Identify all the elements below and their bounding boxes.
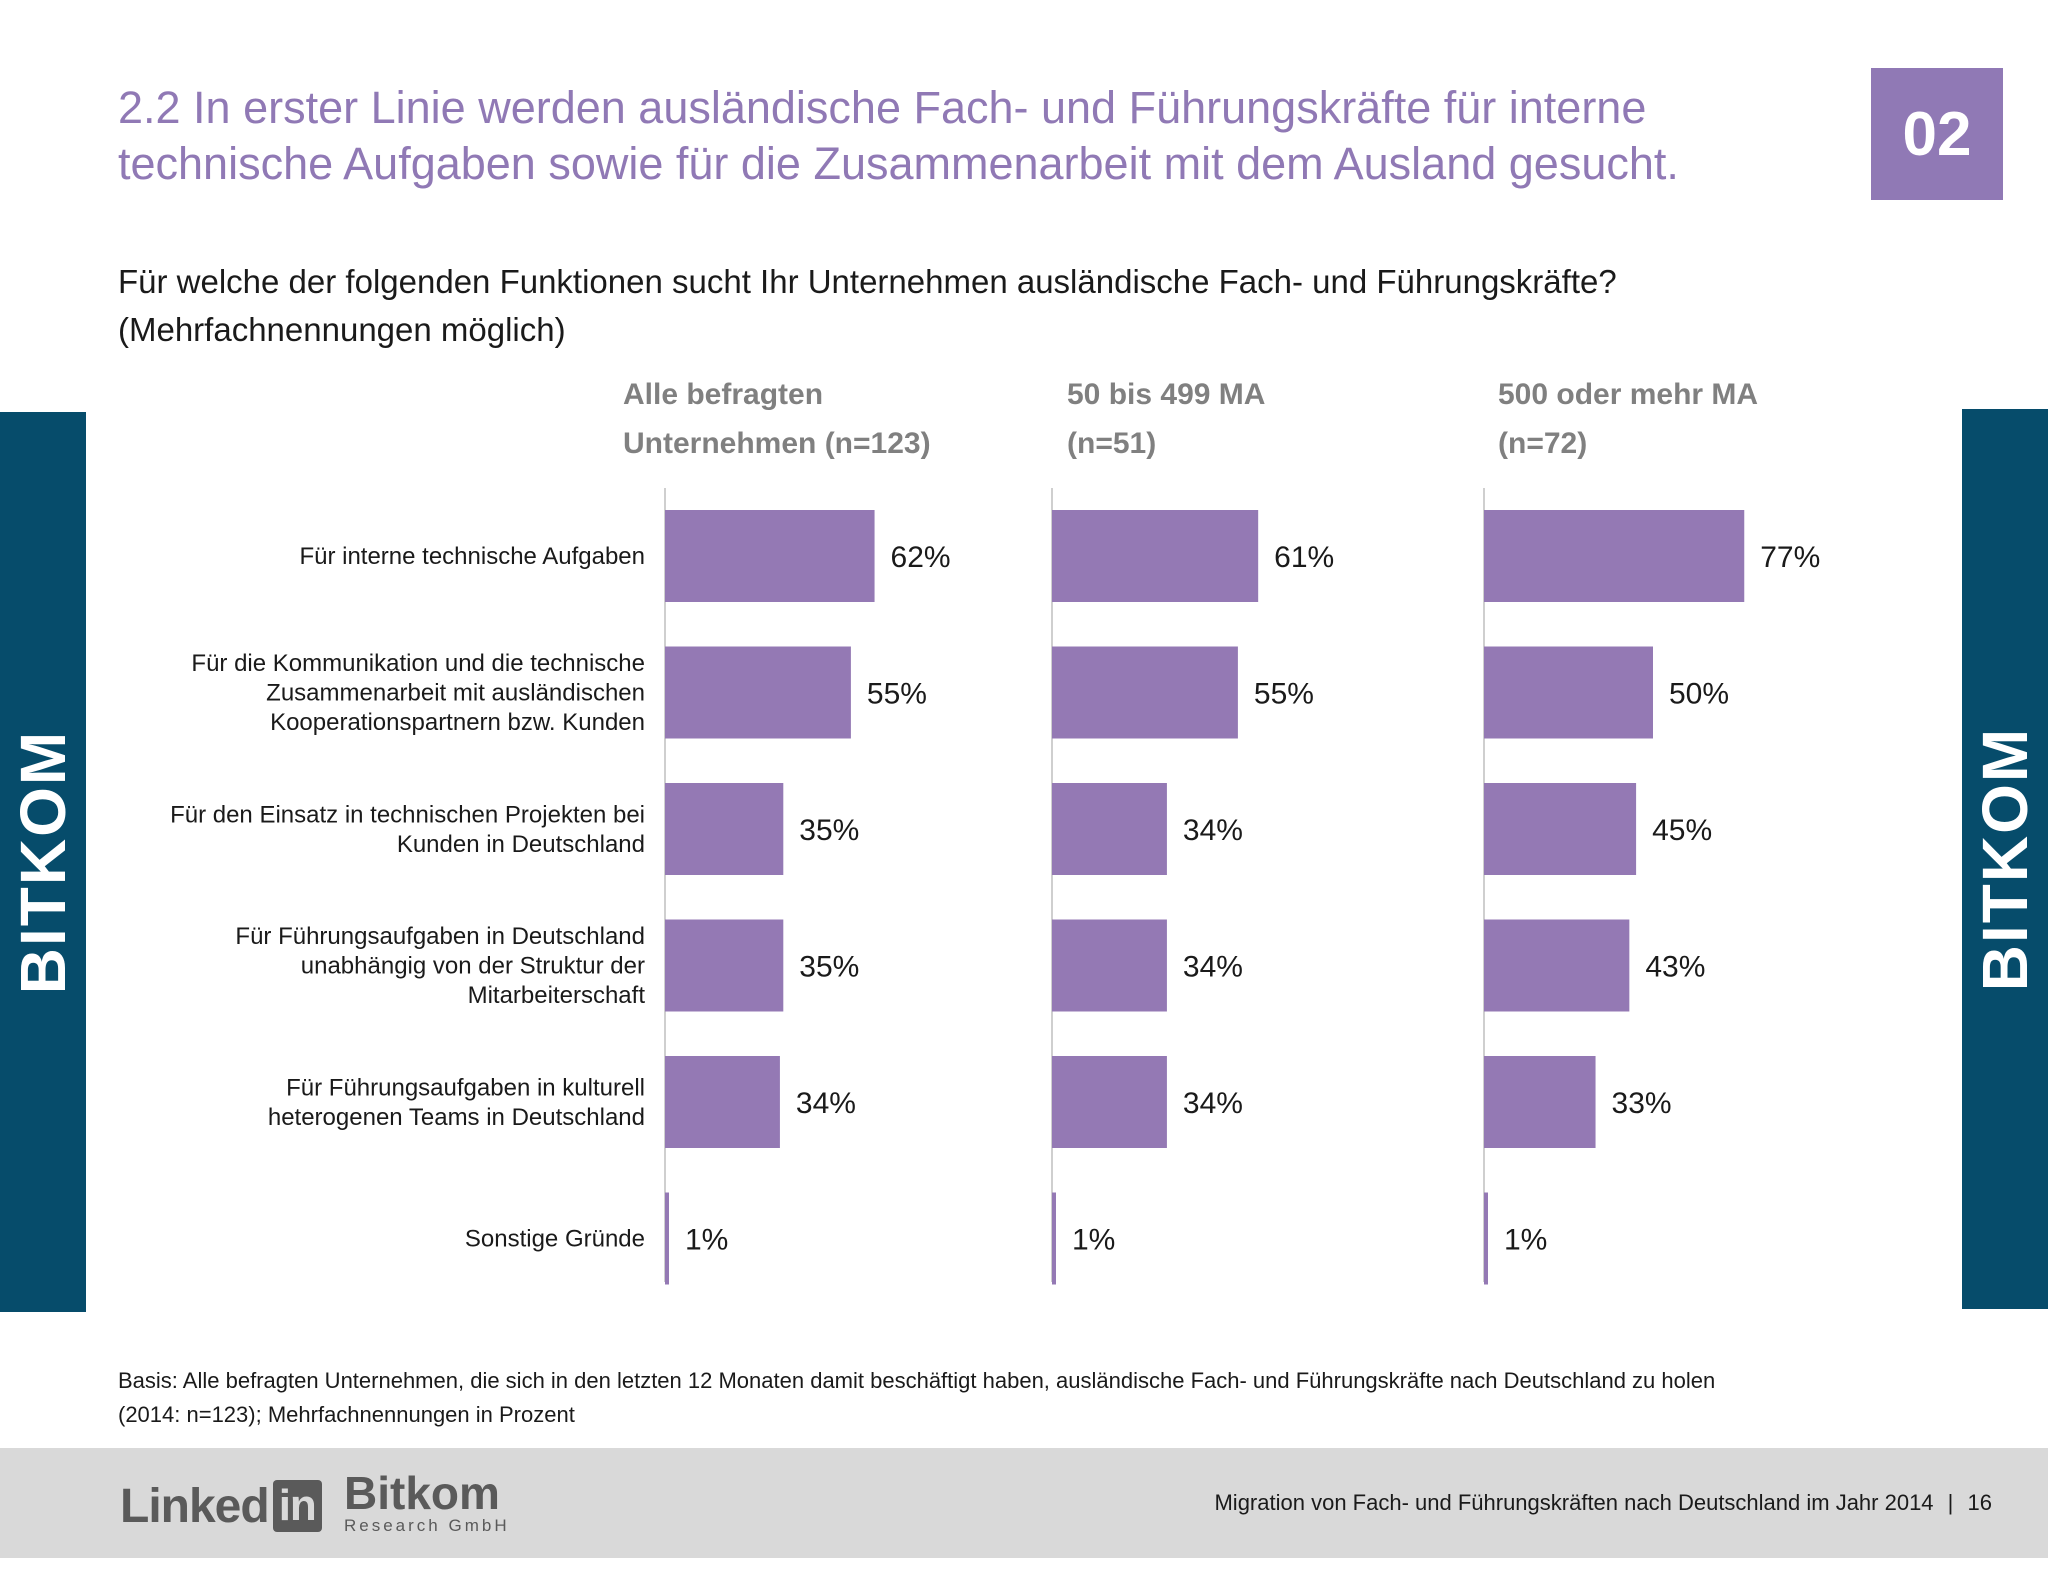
bar: [665, 1056, 780, 1148]
category-label-line: Für Führungsaufgaben in kulturell: [286, 1074, 645, 1101]
bar: [1052, 919, 1167, 1012]
bar-value-label: 34%: [796, 1087, 856, 1120]
footer-bar: [0, 1448, 2048, 1558]
left-side-label: BITKOM: [7, 729, 79, 995]
category-label: Für Führungsaufgaben in Deutschland unabh…: [235, 923, 645, 1009]
bar-value-label: 1%: [1072, 1224, 1115, 1257]
right-side-label: BITKOM: [1969, 726, 2041, 992]
category-label-line: unabhängig von der Struktur der: [301, 953, 645, 980]
page-number: 16: [1967, 1490, 1992, 1515]
survey-question: Für welche der folgenden Funktionen such…: [118, 258, 1918, 354]
category-label: Für Führungsaufgaben in kulturell heterog…: [268, 1074, 645, 1131]
category-label-line: Für die Kommunikation und die technische: [191, 650, 645, 677]
linkedin-logo: Linked in: [120, 1478, 322, 1534]
bar-value-label: 43%: [1645, 951, 1705, 984]
bitkom-logo-subtext: Research GmbH: [344, 1516, 510, 1535]
bar-value-label: 55%: [1254, 678, 1314, 711]
panel-header: Alle befragten: [623, 378, 823, 411]
category-label-line: Sonstige Gründe: [465, 1226, 645, 1253]
section-number-badge: 02: [1871, 68, 2003, 200]
bar: [1484, 646, 1653, 739]
bar: [1052, 783, 1167, 875]
bar-value-label: 35%: [799, 814, 859, 847]
bar: [1052, 510, 1259, 602]
bar-value-label: 35%: [799, 951, 859, 984]
bar: [1052, 646, 1238, 739]
right-side-band: BITKOM: [1962, 409, 2048, 1309]
bar-value-label: 34%: [1183, 814, 1243, 847]
bar-value-label: 77%: [1760, 541, 1820, 574]
category-label-line: Für den Einsatz in technischen Projekten…: [170, 801, 645, 828]
bar: [1484, 510, 1745, 602]
bar-value-label: 33%: [1612, 1087, 1672, 1120]
footnote-line-1: Basis: Alle befragten Unternehmen, die s…: [118, 1368, 1716, 1393]
bar-value-label: 50%: [1669, 678, 1729, 711]
page-title: 2.2 In erster Linie werden ausländische …: [118, 82, 1679, 189]
bar-value-label: 34%: [1183, 1087, 1243, 1120]
category-label-line: heterogenen Teams in Deutschland: [268, 1104, 645, 1131]
bar-value-label: 1%: [1504, 1224, 1547, 1257]
category-label-line: Zusammenarbeit mit ausländischen: [266, 680, 645, 707]
bar: [665, 783, 784, 875]
category-label: Für die Kommunikation und die technische…: [191, 650, 645, 736]
panel-header: (n=51): [1067, 427, 1156, 460]
left-side-band: BITKOM: [0, 412, 86, 1312]
bar-value-label: 45%: [1652, 814, 1712, 847]
footnote-line-2: (2014: n=123); Mehrfachnennungen in Proz…: [118, 1402, 575, 1427]
linkedin-logo-box: in: [272, 1480, 322, 1532]
footer-separator: |: [1947, 1490, 1954, 1515]
question-line-2: (Mehrfachnennungen möglich): [118, 311, 566, 348]
bar-value-label: 62%: [891, 541, 951, 574]
bar: [665, 510, 875, 602]
bar: [1484, 919, 1630, 1012]
panel-header: Unternehmen (n=123): [623, 427, 931, 460]
bar-value-label: 1%: [685, 1224, 728, 1257]
bitkom-logo-text: Bitkom: [344, 1467, 500, 1519]
footer-report-info: Migration von Fach- und Führungskräften …: [1214, 1490, 1992, 1516]
category-label: Für den Einsatz in technischen Projekten…: [170, 801, 645, 858]
panel-header: (n=72): [1498, 427, 1587, 460]
bar: [1052, 1192, 1056, 1285]
bar: [1484, 1056, 1596, 1148]
bar: [665, 1192, 669, 1285]
bar-chart-svg: Für interne technische Aufgaben Für die K…: [170, 378, 1820, 1285]
category-label-line: Für interne technische Aufgaben: [299, 543, 645, 570]
bar: [665, 646, 851, 739]
category-label-line: Kunden in Deutschland: [397, 831, 645, 858]
category-label: Für interne technische Aufgaben: [299, 543, 645, 570]
category-label: Sonstige Gründe: [465, 1226, 645, 1253]
report-title: Migration von Fach- und Führungskräften …: [1214, 1490, 1934, 1515]
bitkom-research-logo: Bitkom Research GmbH: [344, 1470, 510, 1536]
bar: [1484, 783, 1637, 875]
bar-value-label: 34%: [1183, 951, 1243, 984]
bar-value-label: 61%: [1274, 541, 1334, 574]
linkedin-logo-text: Linked: [120, 1479, 270, 1533]
category-label-line: Für Führungsaufgaben in Deutschland: [235, 923, 645, 950]
footnote: Basis: Alle befragten Unternehmen, die s…: [118, 1364, 1918, 1432]
question-line-1: Für welche der folgenden Funktionen such…: [118, 263, 1617, 300]
panel-header: 50 bis 499 MA: [1067, 378, 1265, 411]
bar-chart: Für interne technische Aufgaben Für die K…: [150, 360, 1940, 1300]
category-label-line: Kooperationspartnern bzw. Kunden: [270, 709, 645, 736]
bar: [665, 919, 784, 1012]
bar-value-label: 55%: [867, 678, 927, 711]
bar: [1484, 1192, 1488, 1285]
bar: [1052, 1056, 1167, 1148]
panel-header: 500 oder mehr MA: [1498, 378, 1758, 411]
category-label-line: Mitarbeiterschaft: [468, 982, 646, 1009]
